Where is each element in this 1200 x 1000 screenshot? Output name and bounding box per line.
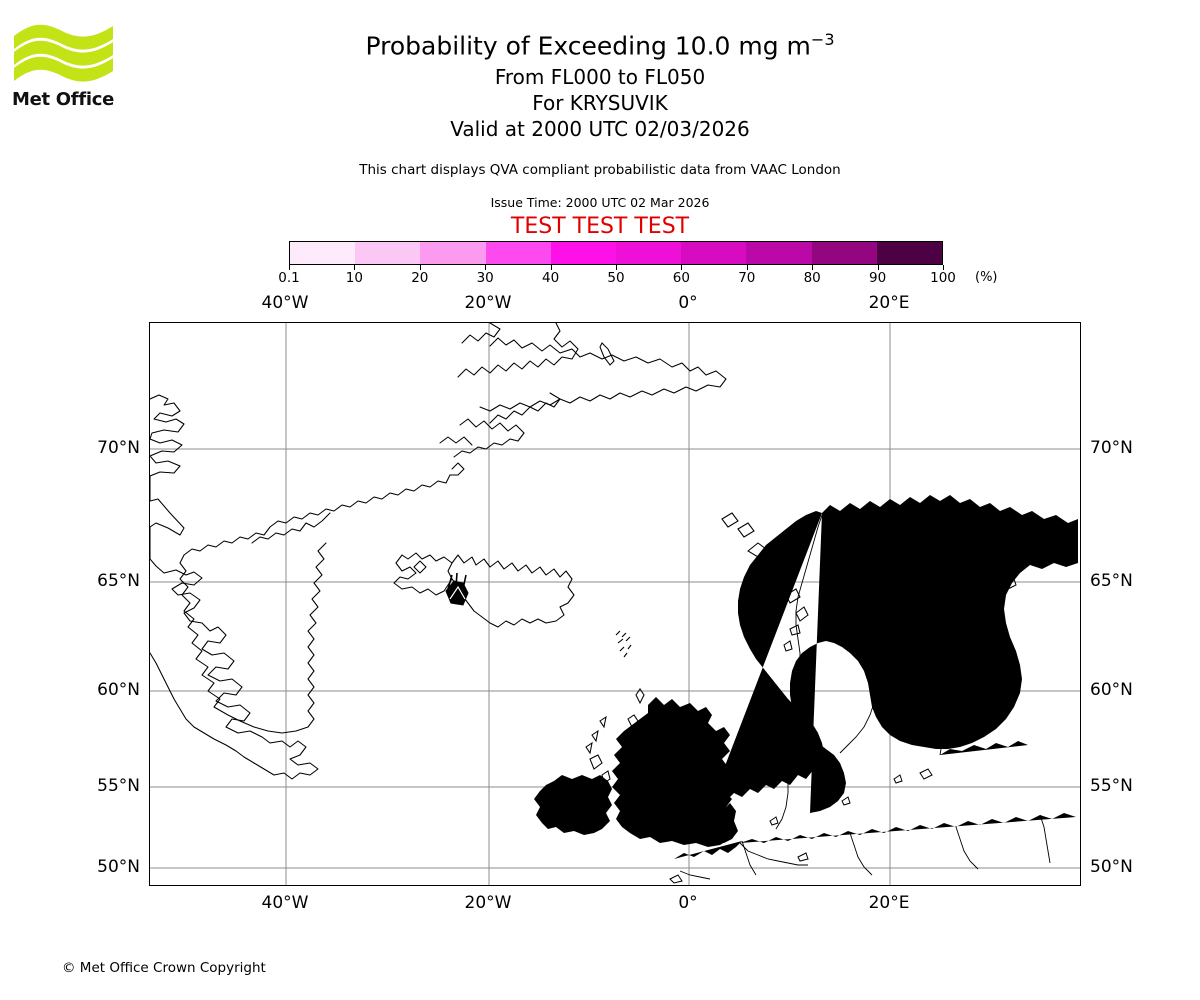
- coastline-southern-baltic: [740, 813, 1076, 843]
- test-banner: TEST TEST TEST: [510, 214, 690, 240]
- axis-label-bottom-20°W: 20°W: [464, 893, 512, 913]
- axis-label-right-70°N: 70°N: [1090, 438, 1133, 458]
- axis-label-left-70°N: 70°N: [97, 438, 140, 458]
- colorbar-tick-label-60: 60: [672, 270, 690, 286]
- colorbar-tick-label-100: 100: [930, 270, 956, 286]
- colorbar-tick-0.1: [289, 265, 290, 270]
- axis-label-bottom-0°: 0°: [678, 893, 698, 913]
- colorbar-segment-30-40: [485, 242, 551, 264]
- copyright-text: © Met Office Crown Copyright: [62, 960, 266, 976]
- logo-waves-icon: [14, 24, 113, 82]
- logo-wordmark: Met Office: [12, 89, 115, 110]
- coastline-greenland: [150, 394, 319, 780]
- qva-note: This chart displays QVA compliant probab…: [359, 162, 841, 179]
- colorbar-segment-80-90: [811, 242, 877, 264]
- colorbar-tick-label-50: 50: [607, 270, 625, 286]
- coastline-faroe-islands: [615, 630, 632, 658]
- coastlines-greenland-detail: [183, 323, 579, 556]
- colorbar-tick-10: [354, 265, 356, 270]
- axis-label-top-20°E: 20°E: [868, 293, 910, 313]
- axis-label-right-60°N: 60°N: [1090, 680, 1133, 700]
- title-exponent: −3: [810, 30, 835, 49]
- title-site: For KRYSUVIK: [532, 91, 668, 116]
- colorbar-tick-label-0.1: 0.1: [278, 270, 300, 286]
- map-gridlines: [150, 323, 1080, 885]
- colorbar-tick-90: [877, 265, 879, 270]
- coastline-jan-mayen: [599, 342, 615, 366]
- axis-label-left-60°N: 60°N: [97, 680, 140, 700]
- coastline-great-britain: [612, 697, 736, 847]
- coastline-small-islands: [669, 578, 1017, 884]
- colorbar-tick-100: [943, 265, 944, 270]
- coastline-lofoten-islands: [721, 512, 809, 652]
- colorbar-segment-50-60: [616, 242, 682, 264]
- axis-label-right-50°N: 50°N: [1090, 857, 1133, 877]
- colorbar-tick-80: [812, 265, 814, 270]
- axis-label-right-55°N: 55°N: [1090, 776, 1133, 796]
- colorbar-segment-40-50: [550, 242, 617, 264]
- colorbar-tick-60: [681, 265, 683, 270]
- issue-time: Issue Time: 2000 UTC 02 Mar 2026: [490, 195, 710, 211]
- coastline-nw-europe: [674, 841, 742, 859]
- colorbar-tick-label-10: 10: [345, 270, 363, 286]
- axis-label-left-65°N: 65°N: [97, 571, 140, 591]
- coastline-baltic-states: [940, 741, 1028, 755]
- colorbar-tick-40: [550, 265, 552, 270]
- coastline-map: [150, 323, 1080, 885]
- axis-label-top-20°W: 20°W: [464, 293, 512, 313]
- axis-label-top-40°W: 40°W: [261, 293, 309, 313]
- axis-label-right-65°N: 65°N: [1090, 571, 1133, 591]
- axis-label-bottom-20°E: 20°E: [868, 893, 910, 913]
- colorbar-tick-50: [616, 265, 617, 270]
- coastline-iceland: [393, 552, 575, 628]
- krysuvik-source-marker: [445, 572, 469, 606]
- colorbar-tick-label-40: 40: [542, 270, 560, 286]
- colorbar-segment-10-20: [355, 242, 421, 264]
- national-borders: [679, 508, 1051, 880]
- colorbar-tick-label-20: 20: [411, 270, 429, 286]
- colorbar-segment-60-70: [681, 242, 747, 264]
- title-main-text: Probability of Exceeding 10.0 mg m: [365, 31, 811, 61]
- colorbar-tick-label-80: 80: [803, 270, 821, 286]
- colorbar-gradient: [289, 241, 943, 265]
- colorbar-tick-30: [485, 265, 487, 270]
- axis-label-left-50°N: 50°N: [97, 857, 140, 877]
- colorbar-tick-axis: 0.1 10 20 30 40 50 60 70 80 90 100: [278, 265, 956, 287]
- colorbar-tick-20: [419, 265, 421, 270]
- colorbar-tick-label-30: 30: [476, 270, 494, 286]
- title-flight-levels: From FL000 to FL050: [494, 65, 706, 90]
- coastline-denmark: [708, 803, 738, 843]
- coastline-ireland: [534, 775, 612, 835]
- title-valid-time: Valid at 2000 UTC 02/03/2026: [450, 117, 750, 142]
- colorbar-tick-70: [746, 265, 748, 270]
- colorbar-tick-label-70: 70: [738, 270, 756, 286]
- coastlines-greenland-south: [179, 542, 327, 734]
- colorbar-segment-20-30: [420, 242, 486, 264]
- coastline-fennoscandia: [790, 495, 1078, 813]
- page-title: Probability of Exceeding 10.0 mg m−3: [0, 25, 1200, 61]
- map-plot-area[interactable]: [149, 322, 1081, 886]
- colorbar-tick-label-90: 90: [869, 270, 887, 286]
- probability-colorbar: [289, 241, 943, 265]
- colorbar-segment-0.1-10: [290, 242, 356, 264]
- axis-label-bottom-40°W: 40°W: [261, 893, 309, 913]
- colorbar-segment-90-100: [876, 242, 943, 264]
- colorbar-unit-label: (%): [975, 270, 998, 285]
- axis-label-top-0°: 0°: [678, 293, 698, 313]
- chart-title-block: Probability of Exceeding 10.0 mg m−3 Fro…: [0, 0, 1200, 240]
- coastline-norway-west: [710, 511, 824, 805]
- axis-label-left-55°N: 55°N: [97, 776, 140, 796]
- coastlines: [150, 337, 727, 780]
- met-office-logo: Met Office: [12, 20, 122, 112]
- colorbar-segment-70-80: [746, 242, 812, 264]
